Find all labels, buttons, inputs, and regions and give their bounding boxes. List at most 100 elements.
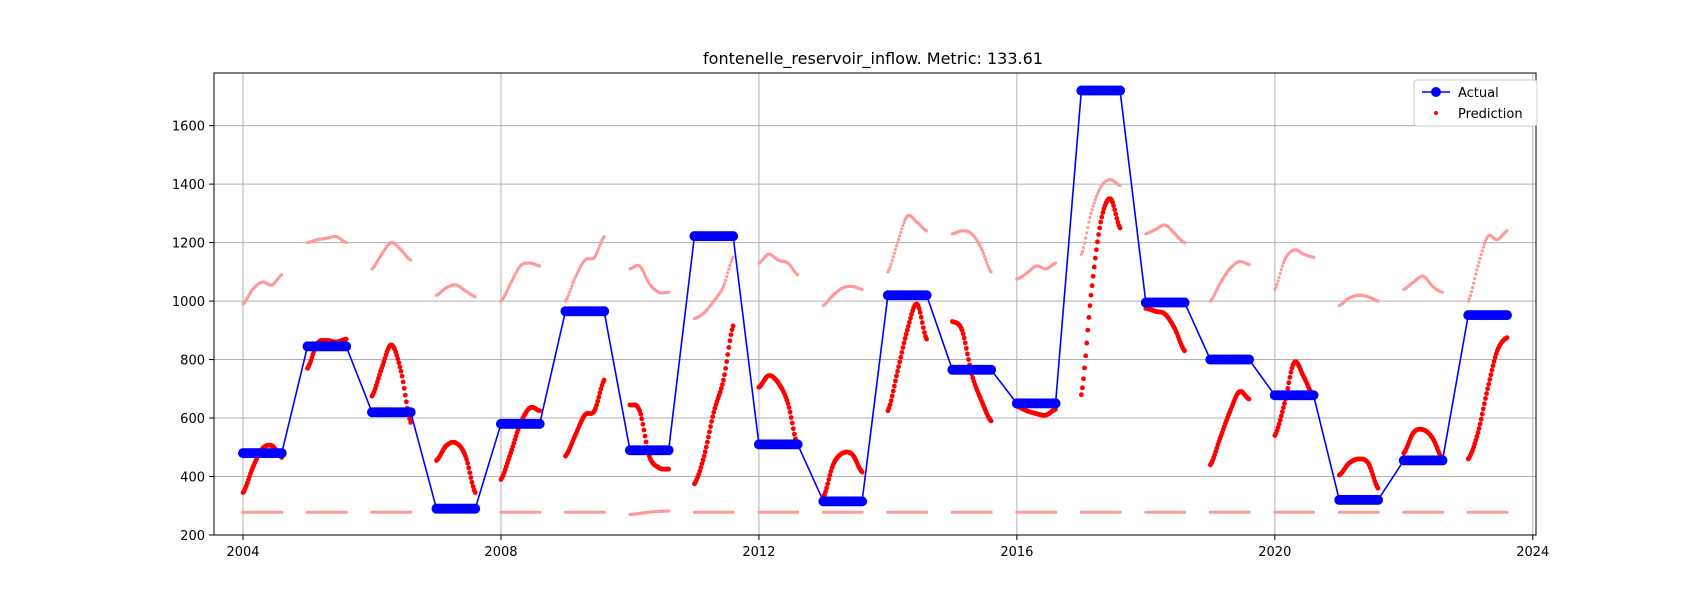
prediction-point (965, 351, 970, 357)
prediction-point (825, 481, 831, 487)
prediction-point (1082, 365, 1087, 371)
prediction-faded-point (924, 229, 929, 233)
prediction-point (787, 409, 793, 415)
prediction-point (666, 466, 672, 472)
prediction-faded-point (1080, 249, 1085, 254)
prediction-point (893, 378, 898, 384)
prediction-point (918, 314, 924, 320)
prediction-point (1484, 391, 1489, 396)
prediction-faded-point (1088, 215, 1092, 220)
prediction-point (402, 392, 408, 398)
prediction-point (408, 420, 414, 425)
prediction-point (1117, 225, 1123, 231)
prediction-faded-point (1479, 253, 1483, 257)
y-tick-label: 1400 (172, 178, 205, 193)
prediction-point (1475, 430, 1481, 436)
y-tick-label: 800 (180, 354, 205, 369)
prediction-series (240, 196, 1510, 500)
prediction-point (1504, 335, 1510, 341)
prediction-faded-point (731, 510, 735, 514)
prediction-faded-point (1274, 285, 1278, 289)
actual-point (1308, 390, 1319, 401)
prediction-faded-point (898, 234, 902, 238)
prediction-point (906, 319, 912, 325)
prediction-faded-point (595, 251, 599, 256)
prediction-point (1490, 363, 1496, 369)
prediction-faded-point (1247, 262, 1251, 267)
prediction-point (896, 364, 902, 370)
actual-point (1115, 85, 1126, 96)
prediction-faded-point (1505, 229, 1509, 233)
prediction-point (1113, 211, 1119, 217)
prediction-point (467, 470, 473, 476)
prediction-point (700, 457, 706, 463)
prediction-point (1281, 405, 1286, 410)
prediction-faded-point (667, 290, 671, 294)
prediction-point (702, 449, 708, 455)
prediction-faded-point (1505, 510, 1509, 514)
prediction-point (859, 469, 865, 475)
prediction-faded-point (1089, 211, 1093, 215)
prediction-point (988, 418, 994, 424)
prediction-faded-point (887, 268, 891, 272)
actual-point (728, 231, 739, 242)
prediction-point (596, 394, 602, 400)
prediction-point (1474, 434, 1480, 439)
prediction-point (823, 489, 828, 495)
prediction-point (343, 336, 349, 342)
prediction-faded-point (1481, 245, 1485, 249)
prediction-point (1084, 340, 1090, 346)
prediction-faded-point (1475, 268, 1479, 272)
prediction-point (728, 332, 734, 338)
prediction-faded-point (597, 246, 601, 250)
prediction-faded-point (1440, 290, 1445, 294)
prediction-point (642, 433, 648, 439)
prediction-faded-point (596, 249, 600, 253)
prediction-faded-point (1118, 510, 1122, 514)
prediction-faded-point (731, 255, 735, 259)
prediction-point (707, 429, 712, 435)
prediction-point (724, 359, 730, 365)
prediction-faded-point (1480, 249, 1484, 253)
prediction-point (888, 398, 894, 403)
prediction-faded-point (1079, 252, 1083, 256)
prediction-point (398, 368, 404, 374)
prediction-faded-point (888, 265, 892, 269)
x-tick-label: 2016 (1000, 545, 1033, 560)
prediction-faded-point (1094, 195, 1099, 199)
actual-point (1179, 297, 1190, 308)
prediction-point (730, 323, 736, 329)
prediction-point (1477, 421, 1483, 427)
prediction-faded-point (569, 287, 573, 291)
prediction-point (399, 373, 405, 379)
prediction-faded-point (1277, 275, 1281, 279)
prediction-faded-point (889, 262, 893, 266)
y-tick-label: 1000 (172, 295, 205, 310)
actual-series (243, 89, 1507, 510)
prediction-faded-point (796, 510, 800, 514)
actual-point (921, 290, 932, 301)
prediction-faded-point (1470, 285, 1475, 290)
prediction-point (708, 424, 713, 429)
prediction-point (639, 416, 645, 422)
prediction-faded-point (1275, 282, 1279, 287)
prediction-point (1085, 327, 1091, 333)
prediction-faded-point (983, 254, 987, 259)
prediction-point (960, 331, 966, 337)
prediction-point (703, 444, 709, 450)
prediction-faded-point (1276, 279, 1280, 283)
prediction-faded-point (721, 284, 726, 289)
prediction-point (1480, 406, 1486, 412)
prediction-point (638, 411, 644, 417)
prediction-point (1482, 401, 1487, 407)
prediction-faded-point (1086, 225, 1090, 230)
prediction-point (1090, 273, 1096, 279)
prediction-faded-point (722, 282, 727, 286)
prediction-faded-point (1081, 246, 1086, 250)
prediction-point (1486, 381, 1492, 387)
prediction-point (709, 419, 715, 424)
prediction-point (824, 485, 830, 491)
prediction-point (726, 345, 732, 350)
